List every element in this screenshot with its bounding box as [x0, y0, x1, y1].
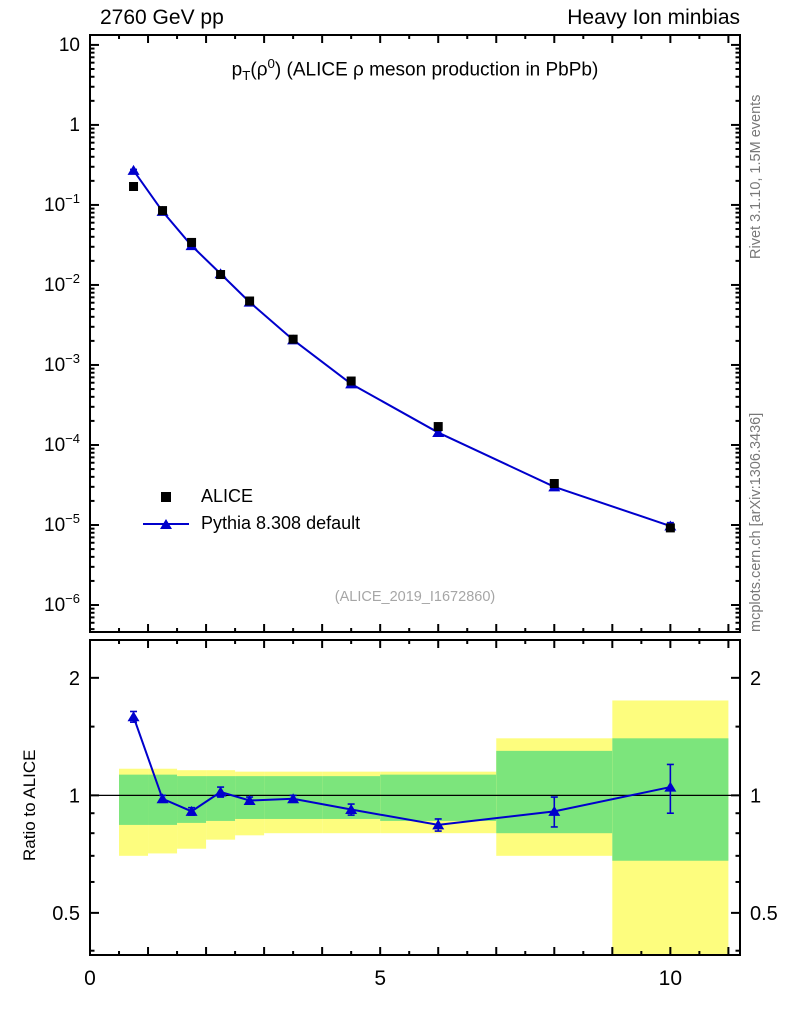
main-y-tick-label: 10−4	[44, 431, 80, 456]
ratio-axis-title: Ratio to ALICE	[20, 749, 39, 861]
plot-title: pT(ρ0) (ALICE ρ meson production in PbPb…	[90, 56, 740, 83]
legend-label-alice: ALICE	[201, 486, 254, 506]
title-part: T	[242, 68, 251, 84]
ratio-y-tick-label-right: 1	[750, 785, 761, 807]
alice-main-series	[129, 182, 675, 533]
alice-data-point	[187, 237, 197, 247]
alice-data-point	[245, 296, 255, 306]
x-tick-label: 0	[84, 967, 96, 990]
pythia-data-point	[185, 805, 198, 816]
legend: ALICE Pythia 8.308 default	[143, 483, 360, 537]
ratio-uncertainty-bands	[90, 700, 740, 955]
main-y-tick-label: 10−5	[44, 511, 80, 536]
panel-frame	[89, 34, 741, 633]
alice-data-point	[288, 334, 298, 344]
pythia-data-point	[127, 164, 140, 175]
pythia-data-point	[432, 427, 445, 438]
ratio-y-tick-label-right: 0.5	[750, 903, 778, 925]
pythia-data-point	[345, 803, 358, 814]
main-y-tick-label: 10−3	[44, 351, 80, 376]
data-series	[127, 164, 677, 832]
main-y-tick-label: 10−1	[44, 191, 80, 216]
pythia-data-point	[127, 711, 140, 722]
ratio-y-tick-label: 0.5	[52, 903, 80, 925]
main-y-tick-label: 10	[59, 35, 80, 56]
pythia-triangle-line-icon	[143, 517, 189, 531]
pythia-data-point	[548, 805, 561, 816]
main-y-tick-label: 10−6	[44, 591, 80, 616]
pythia-data-point	[243, 795, 256, 806]
ratio-y-tick-label: 2	[69, 668, 80, 690]
pythia-data-point	[214, 786, 227, 797]
process-label: Heavy Ion minbias	[567, 6, 740, 29]
title-part: ) (ALICE ρ meson production in PbPb)	[274, 59, 599, 81]
alice-data-point	[549, 479, 559, 489]
legend-label-pythia: Pythia 8.308 default	[201, 513, 361, 533]
alice-data-point	[158, 206, 168, 216]
legend-row-pythia: Pythia 8.308 default	[143, 510, 360, 537]
ratio-y-tick-label-right: 2	[750, 668, 761, 690]
pythia-ratio-series	[127, 710, 677, 832]
title-part: p	[231, 59, 243, 81]
main-y-tick-label: 10−2	[44, 271, 80, 296]
band-green	[380, 774, 497, 821]
analysis-id-watermark: (ALICE_2019_I1672860)	[334, 589, 496, 605]
beam-energy-label: 2760 GeV pp	[100, 6, 224, 29]
axes: 10 1 10−1 10−2 10−3 10−4 10−5 10−6 0.5 0.5 1 1 2 2 0 5 1…	[44, 34, 778, 990]
alice-data-point	[433, 422, 443, 432]
title-part: 0	[267, 56, 275, 71]
alice-data-point	[129, 182, 139, 192]
main-y-tick-label: 1	[69, 115, 80, 136]
ratio-y-tick-label: 1	[69, 785, 80, 807]
pythia-ratio-series-line	[132, 716, 671, 826]
pythia-data-point	[287, 793, 300, 804]
rivet-version-note: Rivet 3.1.10, 1.5M events	[748, 94, 764, 259]
pythia-data-point	[156, 793, 169, 804]
pythia-main-series-line	[132, 169, 671, 528]
alice-square-icon	[143, 490, 189, 504]
title-part: (ρ	[250, 59, 268, 81]
pythia-data-point	[432, 819, 445, 830]
x-tick-label: 5	[374, 967, 386, 990]
pythia-data-point	[664, 781, 677, 792]
band-green	[119, 774, 149, 825]
alice-data-point	[216, 270, 226, 280]
panel-frame	[89, 639, 741, 956]
alice-data-point	[665, 523, 675, 533]
x-tick-label: 10	[659, 967, 682, 990]
alice-data-point	[346, 376, 356, 386]
mcplots-arxiv-note: mcplots.cern.ch [arXiv:1306.3436]	[748, 412, 764, 632]
pythia-main-series	[127, 164, 677, 531]
legend-row-alice: ALICE	[143, 483, 360, 510]
